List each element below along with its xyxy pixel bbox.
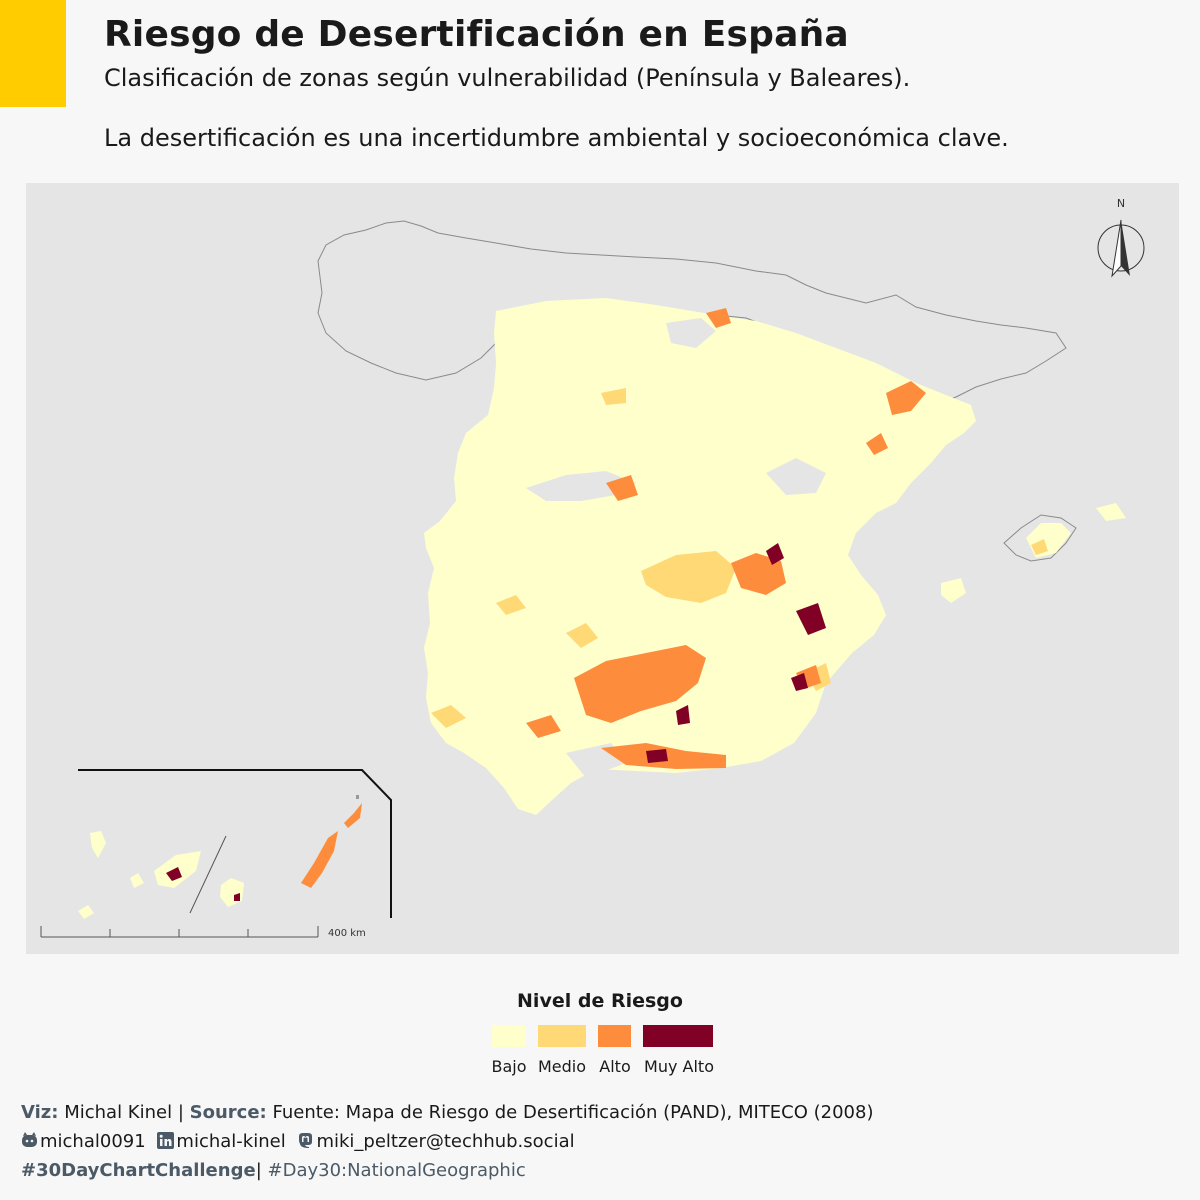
island-gran-canaria-muy-alto: [234, 893, 240, 901]
canary-inset-frame: [78, 769, 392, 918]
alto-zone: [886, 381, 926, 415]
github-handle[interactable]: michal0091: [40, 1131, 146, 1152]
mastodon-handle[interactable]: miki_peltzer@techhub.social: [316, 1131, 575, 1152]
legend-swatch-medio: [538, 1025, 586, 1047]
muy-alto-zone: [646, 749, 668, 763]
island-la-gomera: [130, 873, 144, 888]
legend-label-bajo: Bajo: [491, 1057, 527, 1076]
credits-line-3: #30DayChartChallenge| #Day30:NationalGeo…: [21, 1160, 526, 1181]
muy-alto-zone: [676, 705, 690, 725]
nodata-patch: [766, 458, 826, 495]
legend-swatch-muy-alto: [643, 1025, 713, 1047]
mallorca-outline: [1003, 514, 1077, 562]
nodata-patch: [526, 471, 636, 501]
muy-alto-zone: [766, 543, 784, 565]
medio-zone: [566, 623, 598, 648]
scale-bar: [40, 926, 319, 938]
hashtag-day[interactable]: #Day30:NationalGeographic: [267, 1160, 526, 1181]
muy-alto-zone: [791, 673, 808, 691]
northwest-outline: [317, 220, 1067, 409]
medio-zone: [496, 595, 526, 615]
inset-divider: [189, 835, 227, 914]
credits-line-2: michal0091 michal-kinel miki_peltzer@tec…: [21, 1131, 575, 1152]
hashtag-main[interactable]: #30DayChartChallenge: [21, 1160, 256, 1181]
legend-swatch-bajo: [492, 1025, 526, 1047]
scale-label: 400 km: [328, 928, 366, 939]
alto-zone: [574, 645, 706, 723]
medio-zone: [431, 705, 466, 728]
alto-zone: [526, 715, 561, 738]
linkedin-handle[interactable]: michal-kinel: [176, 1131, 286, 1152]
legend-label-muy-alto: Muy Alto: [644, 1057, 714, 1076]
github-icon: [21, 1132, 38, 1149]
island-fuerteventura: [301, 831, 338, 888]
map-panel: N 400 km: [26, 183, 1179, 954]
island-la-palma: [90, 831, 106, 858]
page-subtitle: Clasificación de zonas según vulnerabili…: [104, 64, 911, 92]
alto-zone: [866, 433, 888, 455]
alto-zone: [706, 308, 731, 328]
island-gran-canaria: [220, 878, 244, 907]
north-label: N: [1117, 197, 1125, 210]
mallorca-medio: [1031, 539, 1048, 555]
medio-zone: [641, 551, 736, 603]
island-tenerife-muy-alto: [166, 867, 182, 881]
viz-author: Michal Kinel: [64, 1102, 173, 1123]
legend-swatch-alto: [598, 1025, 631, 1047]
island-lanzarote: [344, 803, 362, 828]
accent-bar: [0, 0, 66, 107]
legend-label-medio: Medio: [537, 1057, 587, 1076]
page-description: La desertificación es una incertidumbre …: [104, 124, 1009, 152]
legend-label-alto: Alto: [599, 1057, 631, 1076]
alto-zone: [606, 475, 638, 501]
source-text: Fuente: Mapa de Riesgo de Desertificació…: [272, 1102, 874, 1123]
map-canvas: N 400 km: [40, 197, 1145, 939]
north-arrow-icon: [1097, 219, 1145, 278]
mallorca-region: [1026, 523, 1071, 558]
island-el-hierro: [78, 905, 94, 919]
legend-title: Nivel de Riesgo: [517, 990, 683, 1012]
menorca-region: [1096, 503, 1126, 521]
credits-line-1: Viz: Michal Kinel | Source: Fuente: Mapa…: [21, 1102, 873, 1123]
separator: |: [177, 1102, 184, 1123]
nodata-patch: [666, 318, 716, 348]
muy-alto-zone: [796, 603, 826, 635]
source-label: Source:: [189, 1102, 267, 1123]
viz-label: Viz:: [21, 1102, 59, 1123]
separator-2: |: [255, 1160, 262, 1181]
ibiza-region: [941, 578, 966, 603]
page-title: Riesgo de Desertificación en España: [104, 14, 849, 55]
medio-zone: [601, 388, 626, 405]
linkedin-icon: [157, 1132, 175, 1149]
mastodon-icon: [297, 1132, 314, 1149]
island-islet: [356, 795, 359, 799]
